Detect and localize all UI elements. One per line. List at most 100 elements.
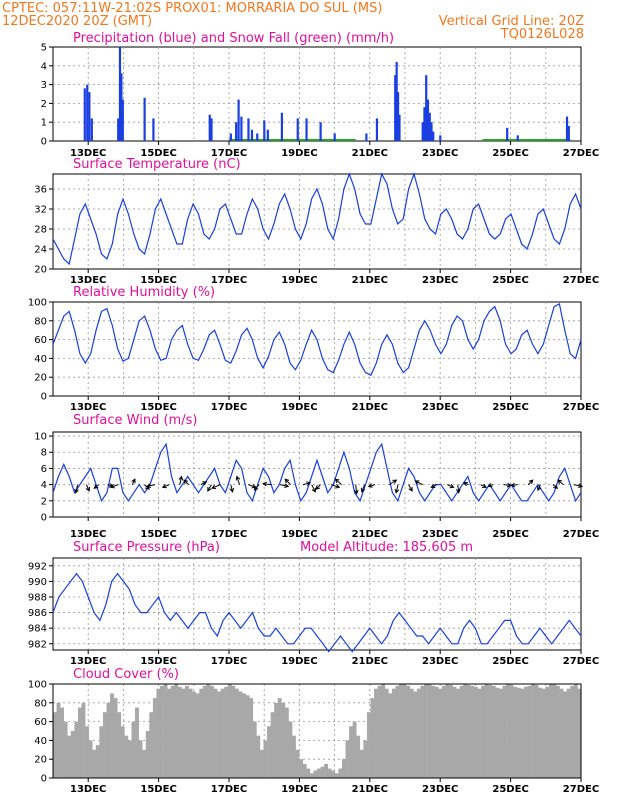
wind-arrow [457,484,460,493]
cloud-bar [434,686,439,778]
panel-title: Relative Humidity (%) [73,285,215,300]
cloud-bar [556,685,560,778]
wind-arrow-head [74,488,79,494]
cloud-bar [110,693,114,778]
x-tick-label: 21DEC [352,784,388,795]
wind-arrow-head [353,489,359,495]
wind-arrow [248,484,256,488]
cloud-bar [438,688,443,778]
y-tick-label: 982 [28,639,47,650]
y-tick-label: 4 [41,480,47,491]
cloud-bar [274,702,279,778]
wind-arrow-head [109,483,115,489]
y-tick-label: 2 [41,496,47,507]
cloud-bar [491,685,496,778]
cloud-bar [495,687,500,778]
cloud-bar [484,684,489,778]
wind-arrow [335,478,342,485]
cloud-bar [452,686,457,778]
x-tick-label: 21DEC [352,402,388,413]
cloud-bar [341,759,346,778]
cloud-bar [56,702,61,778]
x-tick-label: 13DEC [70,784,106,795]
y-tick-label: 80 [34,698,47,709]
x-tick-label: 27DEC [563,529,599,540]
x-tick-label: 25DEC [492,402,528,413]
wind-arrow-head [183,479,188,485]
y-tick-label: 0 [41,513,47,524]
wind-arrow-head [537,486,542,491]
wind-arrow-head [360,487,366,493]
wind-arrow [183,479,189,485]
wind-arrow-head [235,475,241,481]
y-tick-label: 28 [34,225,47,236]
cloud-bar [249,698,254,778]
wind-arrow-head [482,483,488,488]
cloud-bar [88,740,93,778]
x-tick-label: 17DEC [211,275,247,286]
y-tick-label: 5 [41,43,47,54]
y-tick-label: 60 [34,717,47,728]
cloud-bar [245,695,250,778]
y-tick-label: 0 [41,392,47,403]
cloud-bar [320,766,325,778]
y-tick-label: 1 [41,118,47,129]
header-date: 12DEC2020 20Z (GMT) [2,14,152,29]
cloud-bar [370,698,375,778]
wind-arrow [179,476,183,485]
y-tick-label: 20 [34,373,47,384]
cloud-bar [559,688,564,778]
cloud-bar [409,688,414,778]
x-tick-label: 21DEC [352,656,388,667]
cloud-bar [566,688,571,778]
precip-bar [235,122,238,141]
x-tick-label: 25DEC [492,784,528,795]
wind-arrow-head [462,481,468,487]
cloud-bar [117,712,122,778]
plot-frame [52,173,582,270]
cloud-bar [313,770,318,778]
cloud-bar [99,726,104,778]
precip-bar [210,118,213,141]
panel-5: Cloud Cover (%) 0 20 40 60 80 100 13DEC 15DEC 17D… [28,667,599,795]
panel-title: Surface Pressure (hPa) [73,540,220,555]
wind-arrow-head [284,483,290,489]
wind-arrow-head [392,479,398,484]
cloud-bar [199,688,204,778]
cloud-bar [527,685,532,778]
y-tick-label: 32 [34,205,47,216]
cloud-bar [573,684,578,778]
precip-bar [90,118,93,141]
wind-arrow-head [93,484,99,489]
series-line [52,302,582,377]
cloud-bar [127,740,132,778]
cloud-bar [92,749,97,778]
cloud-bar [391,688,396,778]
precip-bar [567,125,570,141]
wind-arrow [415,480,423,486]
cloud-bar [356,735,361,778]
cloud-bar [277,698,282,778]
cloud-bar [167,688,172,778]
cloud-bar [95,745,100,778]
wind-arrow [162,484,170,488]
precip-bar [426,99,430,141]
wind-arrow [447,484,454,488]
wind-arrow [355,484,358,494]
cloud-bar [263,740,268,778]
wind-arrow-head [449,483,455,489]
precip-bar [266,129,269,141]
cloud-bar [309,773,314,778]
x-tick-label: 13DEC [70,529,106,540]
x-tick-label: 19DEC [281,529,317,540]
cloud-bar [509,684,514,778]
cloud-bar [135,707,139,778]
wind-arrow [527,479,534,485]
x-tick-label: 19DEC [281,275,317,286]
x-tick-label: 13DEC [70,402,106,413]
panel-2: Relative Humidity (%) 0 20 40 60 80 100 13DEC 15… [28,285,599,413]
series-line [52,172,582,266]
y-tick-label: 4 [41,61,47,72]
cloud-bar [363,740,368,778]
header-model-id: TQ0126L028 [500,27,584,42]
